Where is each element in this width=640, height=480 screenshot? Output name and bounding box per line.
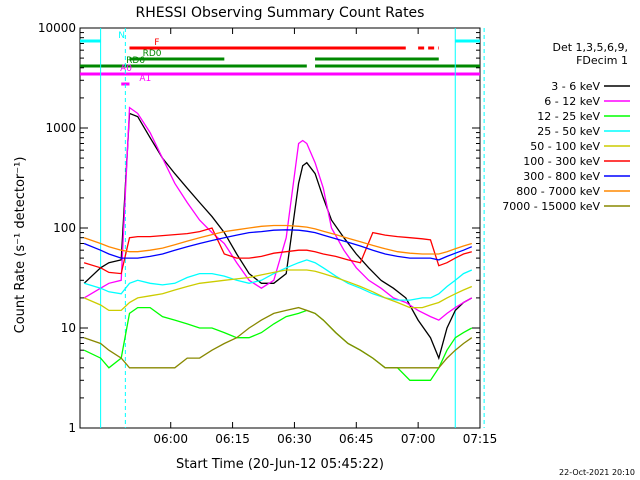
series-line-3	[83, 259, 473, 301]
flag-label-rd6: RD6	[126, 56, 145, 66]
y-axis-title: Count Rate (s⁻¹ detector⁻¹)	[13, 157, 28, 334]
legend-header-0: Det 1,3,5,6,9,	[552, 41, 628, 54]
series-line-5	[83, 227, 472, 275]
flag-label-rd0: RD0	[143, 49, 162, 59]
y-tick-label-3: 1000	[45, 121, 76, 135]
legend: Det 1,3,5,6,9,FDecim 1 3 - 6 keV 6 - 12 ke…	[502, 41, 630, 213]
y-tick-label-4: 10000	[38, 21, 76, 35]
legend-label-7: 800 - 7000 keV	[516, 185, 600, 198]
x-tick-label-4: 07:00	[401, 432, 436, 446]
y-tick-label-2: 100	[53, 221, 76, 235]
series-line-0	[83, 112, 473, 361]
y-tick-label-0: 1	[68, 421, 76, 435]
date-stamp: 22-Oct-2021 20:10	[559, 468, 635, 477]
y-tick-label-1: 10	[61, 321, 76, 335]
series-line-1	[83, 106, 473, 321]
legend-label-6: 300 - 800 keV	[523, 170, 600, 183]
vertical-markers	[100, 28, 485, 428]
series-line-8	[83, 306, 473, 369]
legend-label-2: 12 - 25 keV	[537, 110, 600, 123]
legend-label-3: 25 - 50 keV	[537, 125, 600, 138]
legend-label-4: 50 - 100 keV	[530, 140, 600, 153]
flag-label-a1: A1	[139, 74, 151, 84]
flag-label-f: F	[154, 38, 159, 48]
legend-label-1: 6 - 12 keV	[544, 95, 600, 108]
axes: 06:00 06:15 06:30 06:45 07:00 07:15 1 10 100 1000…	[38, 21, 497, 446]
x-tick-label-0: 06:00	[153, 432, 188, 446]
x-tick-label-5: 07:15	[463, 432, 498, 446]
series-lines	[83, 106, 473, 381]
series-line-6	[83, 229, 473, 261]
x-tick-label-1: 06:15	[215, 432, 250, 446]
legend-header-1: FDecim 1	[576, 54, 628, 67]
flag-label-a0: A0	[120, 64, 132, 74]
series-line-4	[83, 269, 473, 312]
x-tick-label-2: 06:30	[277, 432, 312, 446]
series-line-7	[83, 224, 472, 255]
legend-label-8: 7000 - 15000 keV	[502, 200, 600, 213]
legend-label-0: 3 - 6 keV	[551, 80, 600, 93]
series-line-2	[83, 306, 473, 381]
flag-label-n: N	[118, 31, 125, 41]
x-tick-label-3: 06:45	[339, 432, 374, 446]
x-axis-title: Start Time (20-Jun-12 05:45:22)	[176, 457, 384, 472]
chart-title: RHESSI Observing Summary Count Rates	[136, 5, 425, 21]
legend-label-5: 100 - 300 keV	[523, 155, 600, 168]
